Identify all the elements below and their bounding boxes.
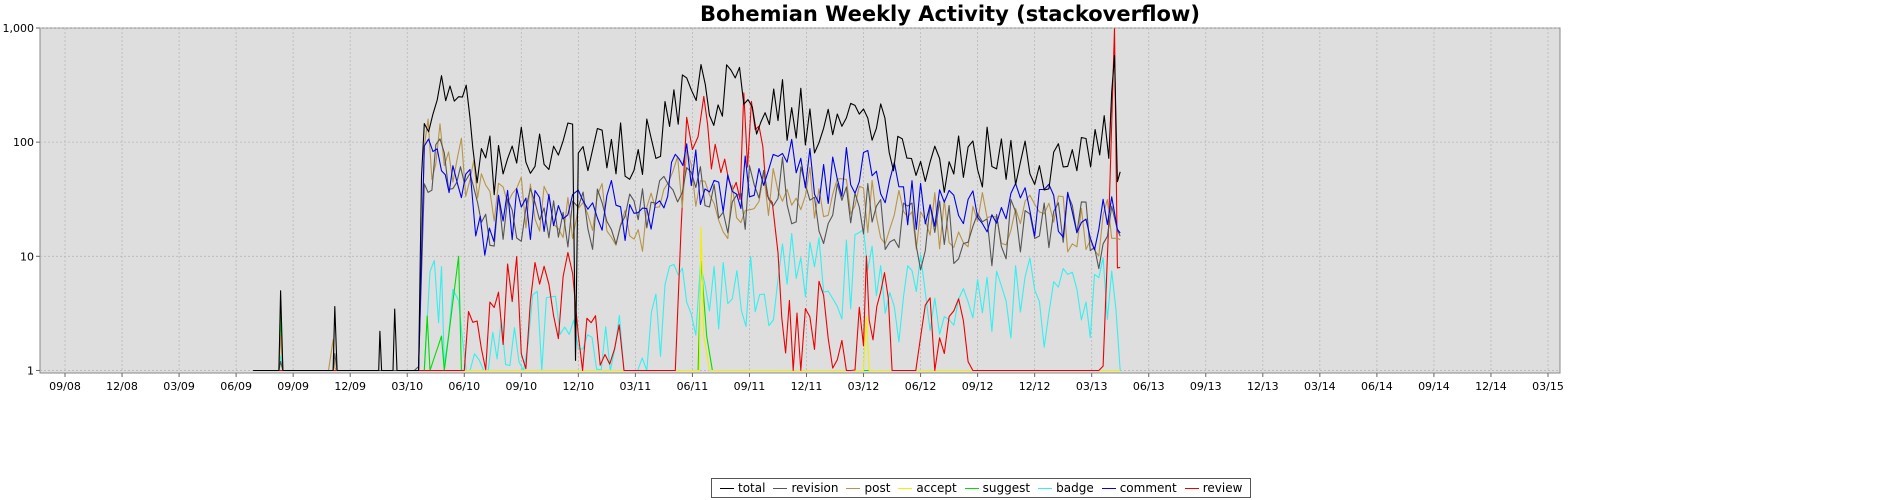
legend-label: suggest bbox=[982, 481, 1031, 495]
legend-swatch bbox=[1038, 487, 1053, 489]
y-tick-label: 100 bbox=[13, 136, 34, 149]
x-tick-label: 12/09 bbox=[334, 380, 366, 393]
y-tick-label: 1,000 bbox=[3, 22, 35, 35]
legend-swatch bbox=[720, 487, 734, 489]
chart-legend: total revision post accept suggest badge comme… bbox=[711, 478, 1252, 498]
y-tick-label: 1 bbox=[27, 364, 34, 377]
x-tick-label: 12/13 bbox=[1247, 380, 1279, 393]
x-tick-label: 06/12 bbox=[905, 380, 937, 393]
plot-area bbox=[39, 27, 1561, 374]
x-tick-label: 09/09 bbox=[277, 380, 309, 393]
legend-item-total: total bbox=[720, 481, 765, 495]
x-tick-label: 09/08 bbox=[49, 380, 81, 393]
x-tick-label: 12/11 bbox=[791, 380, 823, 393]
legend-item-post: post bbox=[846, 481, 890, 495]
x-tick-label: 12/12 bbox=[1019, 380, 1051, 393]
legend-item-accept: accept bbox=[898, 481, 957, 495]
legend-item-suggest: suggest bbox=[964, 481, 1031, 495]
x-tick-label: 03/10 bbox=[391, 380, 423, 393]
legend-item-badge: badge bbox=[1038, 481, 1094, 495]
legend-swatch bbox=[1101, 487, 1116, 489]
x-tick-label: 03/15 bbox=[1532, 380, 1564, 393]
x-tick-label: 12/14 bbox=[1475, 380, 1507, 393]
chart-svg: 09/08 12/08 03/09 06/09 09/09 12/09 03/10 06/10… bbox=[3, 22, 1564, 393]
x-tick-label: 09/14 bbox=[1418, 380, 1450, 393]
x-tick-label: 03/13 bbox=[1076, 380, 1108, 393]
legend-swatch bbox=[964, 487, 979, 489]
x-tick-label: 03/14 bbox=[1304, 380, 1336, 393]
x-tick-label: 06/14 bbox=[1361, 380, 1393, 393]
x-tick-label: 03/12 bbox=[848, 380, 880, 393]
x-tick-label: 03/09 bbox=[163, 380, 195, 393]
x-tick-label: 06/13 bbox=[1133, 380, 1165, 393]
legend-label: badge bbox=[1056, 481, 1094, 495]
legend-item-comment: comment bbox=[1101, 481, 1177, 495]
y-tick-label: 10 bbox=[20, 250, 34, 263]
legend-swatch bbox=[898, 487, 913, 489]
legend-swatch bbox=[846, 487, 861, 489]
x-tick-label: 06/10 bbox=[448, 380, 480, 393]
legend-swatch bbox=[1184, 487, 1199, 489]
x-tick-label: 09/11 bbox=[734, 380, 766, 393]
legend-label: post bbox=[864, 481, 891, 495]
x-tick-label: 12/10 bbox=[562, 380, 594, 393]
legend-swatch bbox=[773, 487, 788, 489]
legend-label: review bbox=[1202, 481, 1243, 495]
chart-title: Bohemian Weekly Activity (stackoverflow) bbox=[700, 2, 1200, 26]
x-tick-label: 09/12 bbox=[962, 380, 994, 393]
x-tick-label: 12/08 bbox=[106, 380, 138, 393]
legend-label: revision bbox=[791, 481, 839, 495]
x-tick-label: 09/13 bbox=[1190, 380, 1222, 393]
x-tick-label: 03/11 bbox=[620, 380, 652, 393]
series-line-total bbox=[253, 54, 1121, 372]
legend-label: total bbox=[738, 481, 766, 495]
legend-item-review: review bbox=[1184, 481, 1243, 495]
legend-item-revision: revision bbox=[773, 481, 838, 495]
legend-label: accept bbox=[916, 481, 957, 495]
series-line-comment bbox=[418, 138, 1121, 371]
legend-label: comment bbox=[1119, 481, 1177, 495]
x-tick-label: 06/11 bbox=[677, 380, 709, 393]
x-tick-label: 09/10 bbox=[505, 380, 537, 393]
x-tick-label: 06/09 bbox=[220, 380, 252, 393]
